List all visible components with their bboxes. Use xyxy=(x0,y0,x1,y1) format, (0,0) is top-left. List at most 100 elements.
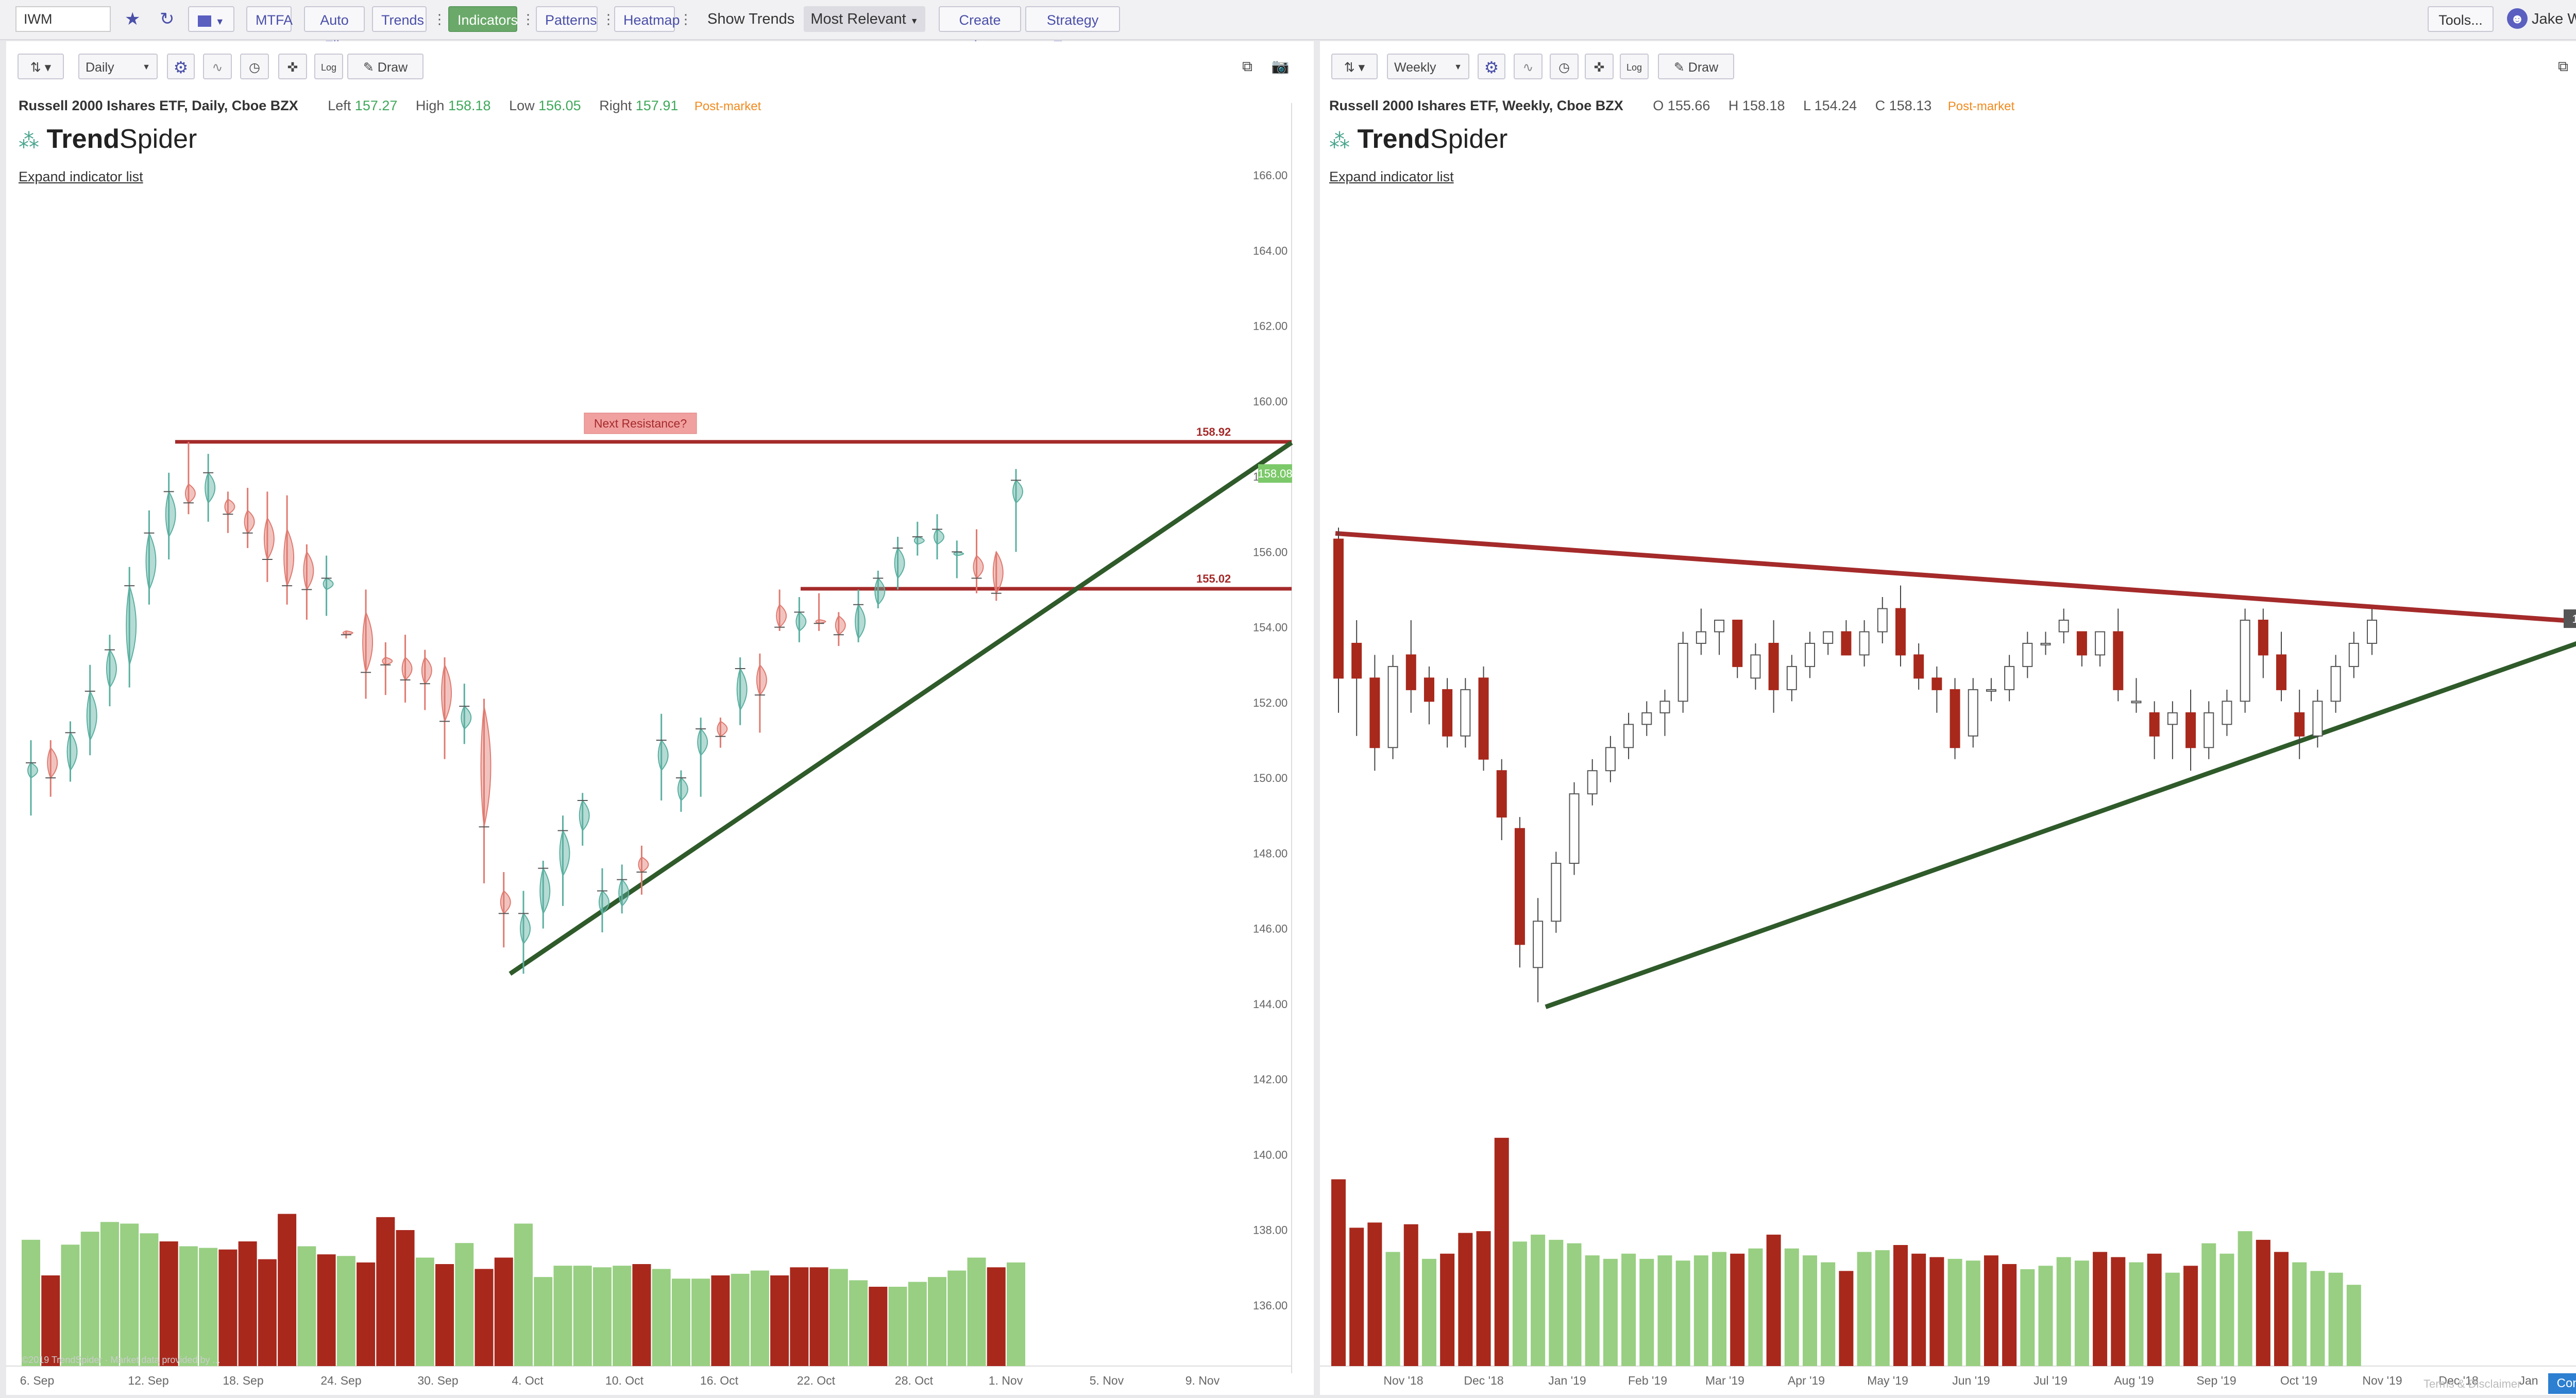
stat-left-label: Left xyxy=(328,98,351,113)
candle-body xyxy=(2149,712,2160,737)
clock-icon[interactable]: ◷ xyxy=(1550,54,1579,79)
tools-button[interactable]: Tools... xyxy=(2428,6,2494,32)
daily-candlestick-chart[interactable]: 136.00 138.00 140.00 142.00 144.00 146.00 148.… xyxy=(6,41,1314,1395)
timeframe-select[interactable]: Daily ▼ xyxy=(78,54,158,79)
star-icon[interactable]: ★ xyxy=(125,9,141,29)
stat-right-label: Right xyxy=(599,98,632,113)
candle-body xyxy=(244,509,255,534)
show-trends-label[interactable]: Show Trends xyxy=(707,11,795,27)
candle-body xyxy=(1460,689,1471,737)
auto-fib-button[interactable]: Auto Fib xyxy=(304,6,365,54)
trends-menu-icon[interactable]: ⋮ xyxy=(433,11,446,27)
volume-bar xyxy=(1857,1252,1872,1366)
annotation-text: Next Resistance? xyxy=(594,417,687,430)
camera-icon[interactable]: 📷 xyxy=(1271,58,1290,74)
x-tick-label: Nov '18 xyxy=(1383,1374,1423,1387)
y-tick-label: 142.00 xyxy=(1253,1073,1287,1086)
heatmap-menu-icon[interactable]: ⋮ xyxy=(679,11,692,27)
clock-icon[interactable]: ◷ xyxy=(240,54,269,79)
crosshair-icon[interactable]: ✜ xyxy=(1585,54,1614,79)
candle-body xyxy=(598,890,609,914)
candle-body xyxy=(520,912,531,945)
user-avatar-icon[interactable]: ☻ xyxy=(2507,8,2528,29)
volume-bar xyxy=(790,1267,809,1366)
y-tick-label: 138.00 xyxy=(1253,1224,1287,1237)
stat-c-label: C xyxy=(1875,98,1886,113)
heatmap-button[interactable]: Heatmap xyxy=(614,6,680,32)
volume-bar xyxy=(435,1264,454,1366)
chart-type-button[interactable]: ⇅ ▾ xyxy=(1331,54,1378,79)
fullscreen-icon[interactable]: ⧉ xyxy=(2558,58,2568,74)
indicator-wave-icon[interactable]: ∿ xyxy=(203,54,232,79)
volume-bar xyxy=(80,1232,99,1366)
candle-body xyxy=(263,517,275,561)
terms-disclaimer-link[interactable]: Terms & Disclaimer xyxy=(2424,1377,2521,1390)
indicators-button[interactable]: Indicators xyxy=(448,6,518,32)
contact-us-button[interactable]: Contact us xyxy=(2548,1373,2576,1394)
refresh-icon[interactable]: ↻ xyxy=(160,9,175,29)
candle-body xyxy=(126,585,137,666)
volume-bar xyxy=(2093,1252,2108,1366)
volume-bar xyxy=(297,1246,316,1366)
volume-bar xyxy=(1821,1262,1836,1366)
trends-button[interactable]: Trends xyxy=(372,6,427,32)
volume-bar xyxy=(1712,1252,1727,1366)
volume-bar xyxy=(1621,1253,1636,1366)
candle-body xyxy=(2222,701,2232,725)
indicators-menu-icon[interactable]: ⋮ xyxy=(521,11,535,27)
timeframe-select[interactable]: Weekly ▼ xyxy=(1387,54,1469,79)
candle-body xyxy=(106,649,117,689)
strategy-tester-button[interactable]: Strategy Tester xyxy=(1025,6,1120,54)
volume-bar xyxy=(22,1239,40,1366)
user-name[interactable]: Jake Wujastyk xyxy=(2532,11,2576,27)
candle-body xyxy=(1913,654,1924,679)
x-tick-label: Mar '19 xyxy=(1705,1374,1744,1387)
most-relevant-dropdown[interactable]: Most Relevant ▼ xyxy=(804,6,925,32)
candle-body xyxy=(2167,712,2178,725)
volume-bar xyxy=(1766,1234,1781,1366)
patterns-menu-icon[interactable]: ⋮ xyxy=(602,11,615,27)
volume-bar xyxy=(514,1223,533,1366)
mtfa-button[interactable]: MTFA xyxy=(246,6,293,32)
create-alert-button[interactable]: Create alert xyxy=(939,6,1021,54)
volume-bar xyxy=(317,1254,336,1366)
candle-body xyxy=(342,630,353,636)
draw-button[interactable]: ✎ Draw xyxy=(1658,54,1734,79)
chart-type-button[interactable]: ⇅ ▾ xyxy=(18,54,64,79)
candle-body xyxy=(401,656,413,681)
draw-button[interactable]: ✎ Draw xyxy=(347,54,423,79)
expand-indicator-list-link[interactable]: Expand indicator list xyxy=(1329,169,1454,184)
chart-info-line: Russell 2000 Ishares ETF, Daily, Cboe BZ… xyxy=(19,98,761,114)
volume-bar xyxy=(258,1259,277,1366)
last-price-tag xyxy=(2564,609,2576,628)
weekly-candlestick-chart[interactable]: 95.00100.00105.00110.00115.00120.00125.0… xyxy=(1320,41,2576,1395)
candle-body xyxy=(2004,666,2015,690)
settings-gear-icon[interactable]: ⚙ xyxy=(1478,54,1505,79)
candle-body xyxy=(283,527,295,588)
volume-bar xyxy=(2074,1260,2089,1366)
most-relevant-label: Most Relevant xyxy=(810,11,906,27)
crosshair-icon[interactable]: ✜ xyxy=(278,54,307,79)
candle-body xyxy=(1605,747,1616,772)
stat-l-label: L xyxy=(1803,98,1811,113)
candle-body xyxy=(1012,479,1023,504)
expand-indicator-list-link[interactable]: Expand indicator list xyxy=(19,169,143,184)
x-tick-label: Oct '19 xyxy=(2280,1374,2317,1387)
volume-bar xyxy=(159,1241,178,1366)
log-scale-button[interactable]: Log xyxy=(314,54,343,79)
candle-body xyxy=(1551,863,1562,922)
settings-gear-icon[interactable]: ⚙ xyxy=(167,54,195,79)
volume-bar xyxy=(2165,1272,2180,1366)
log-scale-button[interactable]: Log xyxy=(1620,54,1649,79)
symbol-input[interactable]: IWM xyxy=(15,6,111,32)
candle-body xyxy=(362,610,374,674)
volume-bar xyxy=(671,1278,690,1366)
volume-bar xyxy=(2256,1239,2270,1366)
fullscreen-icon[interactable]: ⧉ xyxy=(1242,58,1252,74)
layout-button[interactable]: ▼ xyxy=(188,6,234,32)
indicator-wave-icon[interactable]: ∿ xyxy=(1514,54,1543,79)
volume-bar xyxy=(553,1266,572,1366)
x-tick-label: Jun '19 xyxy=(1952,1374,1990,1387)
volume-bar xyxy=(455,1243,474,1366)
patterns-button[interactable]: Patterns xyxy=(536,6,598,32)
